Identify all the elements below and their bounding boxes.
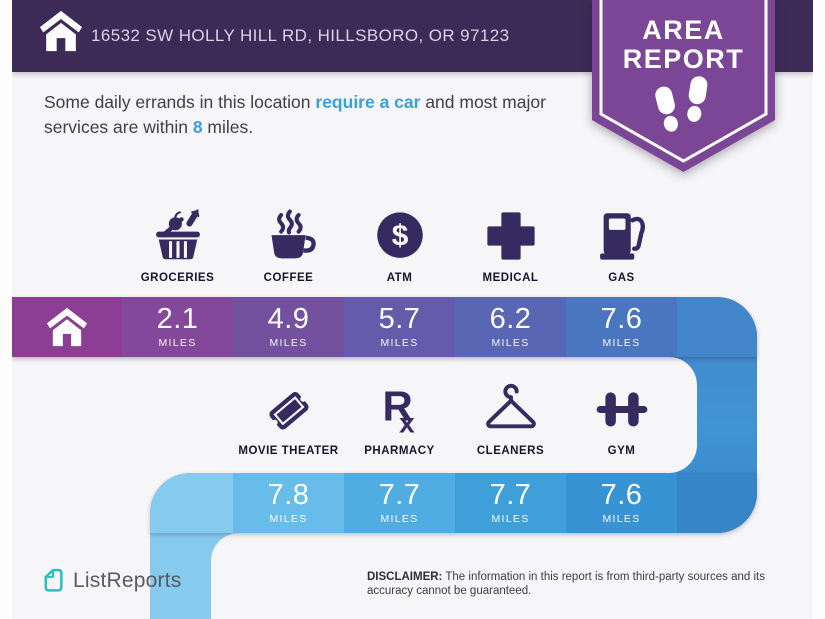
badge-title-line1: AREA [642,15,725,45]
miles-label: MILES [602,513,641,525]
movie-theater-icon [261,379,317,437]
medical-icon [483,206,539,264]
brand-name: ListReports [73,568,182,592]
services-row-2: MOVIE THEATER R x PHARMACY CLEANERS [233,379,677,457]
distance-gas: 7.6 MILES [566,297,677,357]
distance-groceries: 2.1 MILES [122,297,233,357]
miles-label: MILES [491,513,530,525]
distance-bar-2: 7.8 MILES 7.7 MILES 7.7 MILES 7.6 MILES [150,473,757,533]
service-label: GROCERIES [140,272,215,284]
gym-icon [594,379,650,437]
distance-cleaners: 7.7 MILES [455,473,566,533]
svg-text:x: x [399,408,415,437]
coffee-icon [261,206,317,264]
miles-label: MILES [380,337,419,349]
distance-medical: 6.2 MILES [455,297,566,357]
distance-value: 5.7 [378,303,421,335]
property-address: 16532 SW HOLLY HILL RD, HILLSBORO, OR 97… [91,26,510,45]
svg-text:$: $ [391,220,408,253]
bar-turn-segment [677,297,757,357]
service-label: PHARMACY [364,445,435,457]
gas-icon [594,206,650,264]
distance-gym: 7.6 MILES [566,473,677,533]
service-label: MOVIE THEATER [238,445,339,457]
pharmacy-icon: R x [372,379,428,437]
service-groceries: GROCERIES [122,206,233,284]
home-icon [38,9,84,53]
area-report-badge [592,0,775,172]
atm-icon: $ [372,206,428,264]
miles-label: MILES [269,513,308,525]
service-label: GAS [608,272,635,284]
summary-text-part2: and most major services are within [44,92,546,138]
miles-label: MILES [380,513,419,525]
badge-title: AREA REPORT [592,16,775,74]
distance-value: 7.8 [267,479,310,511]
distance-movie-theater: 7.8 MILES [233,473,344,533]
summary-text-part3: miles. [202,117,254,138]
page-margin-left [0,0,12,619]
summary-highlight-miles: 8 [192,117,203,138]
service-movie-theater: MOVIE THEATER [233,379,344,457]
badge-title-line2: REPORT [622,43,745,74]
distance-value: 4.9 [267,303,310,335]
distance-coffee: 4.9 MILES [233,297,344,357]
miles-label: MILES [269,337,308,349]
distance-value: 7.7 [489,479,532,511]
disclaimer-label: DISCLAIMER: [367,571,443,583]
service-label: MEDICAL [482,272,539,284]
distance-bar-1: 2.1 MILES 4.9 MILES 5.7 MILES 6.2 MILES … [12,297,757,357]
miles-label: MILES [602,337,641,349]
distance-value: 7.7 [378,479,421,511]
service-gym: GYM [566,379,677,457]
service-pharmacy: R x PHARMACY [344,379,455,457]
service-label: CLEANERS [476,445,545,457]
miles-label: MILES [158,337,197,349]
listreports-house-icon [44,568,63,592]
service-gas: GAS [566,206,677,284]
service-coffee: COFFEE [233,206,344,284]
listreports-logo: ListReports [39,567,181,594]
svg-text:R: R [382,382,412,429]
bar-turn-segment [150,473,233,533]
inner-panel-bottom [211,533,813,619]
distance-atm: 5.7 MILES [344,297,455,357]
service-medical: MEDICAL [455,206,566,284]
summary-highlight-car: require a car [315,92,421,112]
service-label: ATM [386,272,413,284]
groceries-icon [150,206,206,264]
service-label: COFFEE [263,272,314,284]
home-icon [46,307,88,347]
disclaimer-body: The information in this report is from t… [367,571,765,597]
service-label: GYM [607,445,636,457]
services-row-1: GROCERIES COFFEE $ [122,206,677,284]
summary-text-part1: Some daily errands in this location [44,92,316,112]
distance-pharmacy: 7.7 MILES [344,473,455,533]
distance-value: 7.6 [600,303,643,335]
bar-turn-segment [677,473,757,533]
footprints-icon [655,76,708,132]
home-segment [12,297,122,357]
service-cleaners: CLEANERS [455,379,566,457]
service-atm: $ ATM [344,206,455,284]
miles-label: MILES [491,337,530,349]
disclaimer-text: DISCLAIMER: The information in this repo… [367,571,797,598]
distance-value: 7.6 [600,479,643,511]
page-margin-right [813,0,825,619]
cleaners-icon [483,379,539,437]
distance-value: 2.1 [156,303,199,335]
summary-text: Some daily errands in this location requ… [44,90,568,141]
distance-value: 6.2 [489,303,532,335]
